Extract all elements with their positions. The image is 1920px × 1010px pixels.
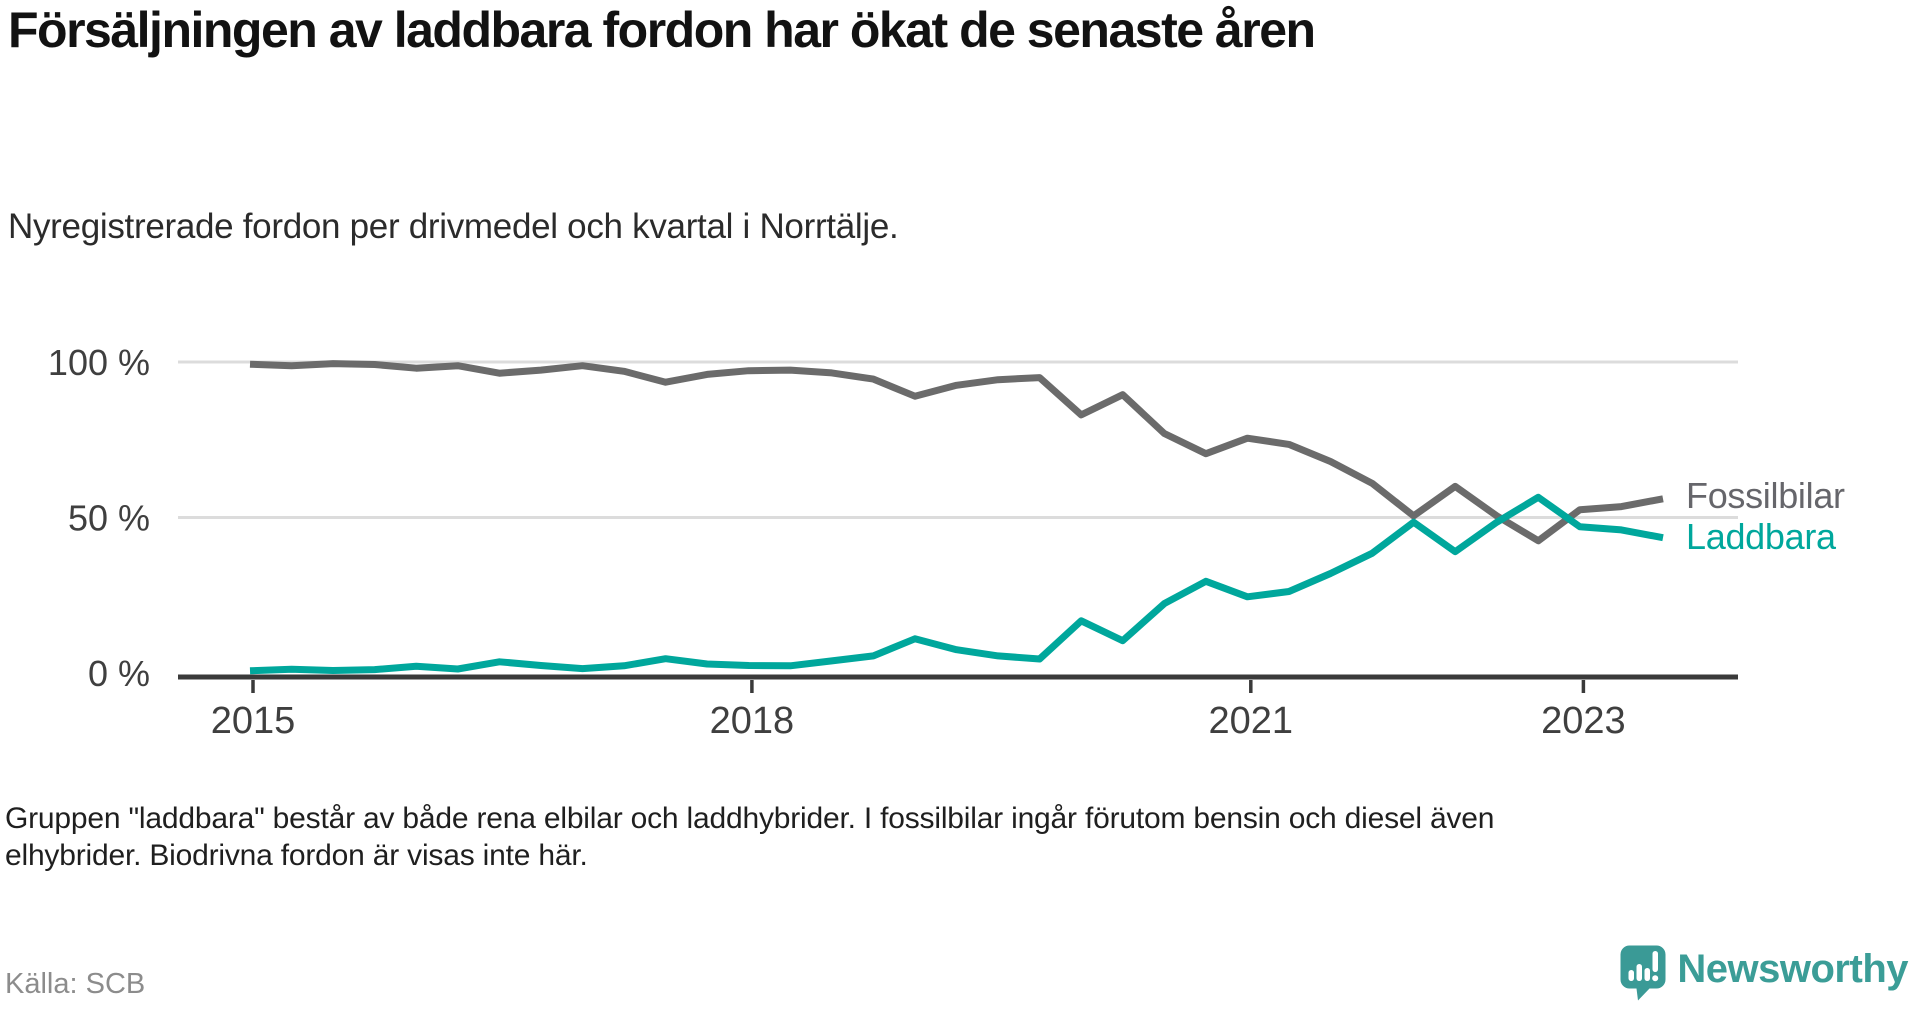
newsworthy-logo: Newsworthy xyxy=(1619,944,1908,1002)
x-axis-label: 2023 xyxy=(1541,700,1626,742)
series-label-fossilbilar: Fossilbilar xyxy=(1686,475,1845,516)
footnote: Gruppen "laddbara" består av både rena e… xyxy=(5,802,1495,872)
series-label-laddbara: Laddbara xyxy=(1686,516,1836,557)
y-axis-label: 0 % xyxy=(88,653,150,694)
page-title: Försäljningen av laddbara fordon har öka… xyxy=(8,2,1316,58)
x-axis-label: 2015 xyxy=(211,700,296,742)
source-attribution: Källa: SCB xyxy=(5,968,146,1000)
y-axis-label: 50 % xyxy=(68,498,150,539)
x-axis-label: 2021 xyxy=(1209,700,1294,742)
series-line-laddbara xyxy=(249,493,1664,675)
newsworthy-icon xyxy=(1620,945,1666,1001)
y-axis-label: 100 % xyxy=(48,342,150,383)
series-line-fossilbilar xyxy=(249,360,1664,545)
chart-subtitle: Nyregistrerade fordon per drivmedel och … xyxy=(8,207,899,246)
newsworthy-wordmark: Newsworthy xyxy=(1677,947,1908,991)
x-axis-label: 2018 xyxy=(710,700,795,742)
